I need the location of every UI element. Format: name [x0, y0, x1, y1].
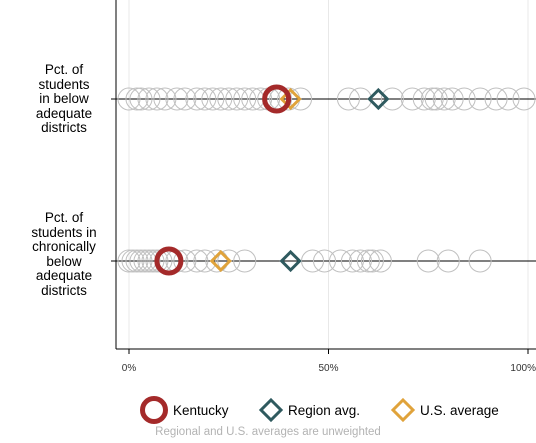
state-marker [145, 87, 169, 111]
state-marker [173, 249, 197, 273]
state-marker [496, 87, 520, 111]
x-tick-label: 100% [510, 363, 536, 374]
category-label-below-adequate: Pct. of students in below adequate distr… [35, 62, 93, 135]
state-marker [416, 249, 440, 273]
kentucky-marker-icon [140, 396, 168, 424]
state-marker [185, 249, 209, 273]
state-marker [125, 249, 149, 273]
kentucky-marker [154, 246, 184, 276]
state-marker [400, 87, 424, 111]
state-marker [209, 87, 233, 111]
state-marker [217, 87, 241, 111]
state-marker [145, 249, 169, 273]
legend: Kentucky Region avg. U.S. average Region… [0, 395, 536, 443]
state-marker [380, 87, 404, 111]
legend-label-us-average: U.S. average [420, 402, 499, 418]
state-marker [153, 87, 177, 111]
kentucky-marker [262, 84, 292, 114]
state-marker [368, 249, 392, 273]
region-avg-marker [279, 249, 302, 273]
legend-item-us-average: U.S. average [390, 395, 499, 425]
state-marker [137, 87, 161, 111]
state-marker [141, 249, 165, 273]
state-marker [121, 249, 145, 273]
state-marker [173, 87, 197, 111]
state-marker [348, 249, 372, 273]
legend-label-kentucky: Kentucky [173, 402, 229, 418]
legend-item-kentucky: Kentucky [139, 395, 229, 425]
region-avg-diamond-icon [258, 397, 284, 423]
state-marker [313, 249, 337, 273]
state-marker [432, 87, 456, 111]
state-marker [233, 87, 257, 111]
state-marker [193, 87, 217, 111]
state-marker [360, 249, 384, 273]
state-marker [137, 249, 161, 273]
state-marker [336, 87, 360, 111]
state-marker [356, 249, 380, 273]
x-tick-label: 50% [318, 363, 338, 374]
state-marker [217, 249, 241, 273]
legend-item-region-avg: Region avg. [258, 395, 360, 425]
state-marker [129, 249, 153, 273]
chart-plot: 0% 50% 100% [111, 0, 536, 374]
state-marker [201, 87, 225, 111]
state-marker [165, 87, 189, 111]
state-marker [452, 87, 476, 111]
us-average-marker [279, 87, 302, 111]
state-marker [117, 87, 141, 111]
state-marker [185, 87, 209, 111]
state-marker [233, 249, 257, 273]
state-marker [440, 87, 464, 111]
state-marker [193, 249, 217, 273]
state-marker [129, 87, 153, 111]
state-marker [424, 87, 448, 111]
state-marker [436, 249, 460, 273]
state-marker [328, 249, 352, 273]
x-tick-label: 0% [122, 363, 137, 374]
state-marker [125, 87, 149, 111]
us-average-marker [209, 249, 232, 273]
region-avg-marker [367, 87, 390, 111]
category-label-chronically-below-adequate: Pct. of students in chronically below ad… [31, 210, 97, 298]
state-marker [512, 87, 536, 111]
us-average-diamond-icon [390, 397, 416, 423]
state-marker [340, 249, 364, 273]
legend-label-region-avg: Region avg. [288, 402, 361, 418]
state-marker [420, 87, 444, 111]
state-marker [468, 87, 492, 111]
state-marker [117, 249, 141, 273]
state-marker [249, 87, 273, 111]
legend-note: Regional and U.S. averages are unweighte… [155, 426, 381, 438]
state-marker [468, 249, 492, 273]
state-marker [484, 87, 508, 111]
state-marker [225, 87, 249, 111]
state-marker [412, 87, 436, 111]
